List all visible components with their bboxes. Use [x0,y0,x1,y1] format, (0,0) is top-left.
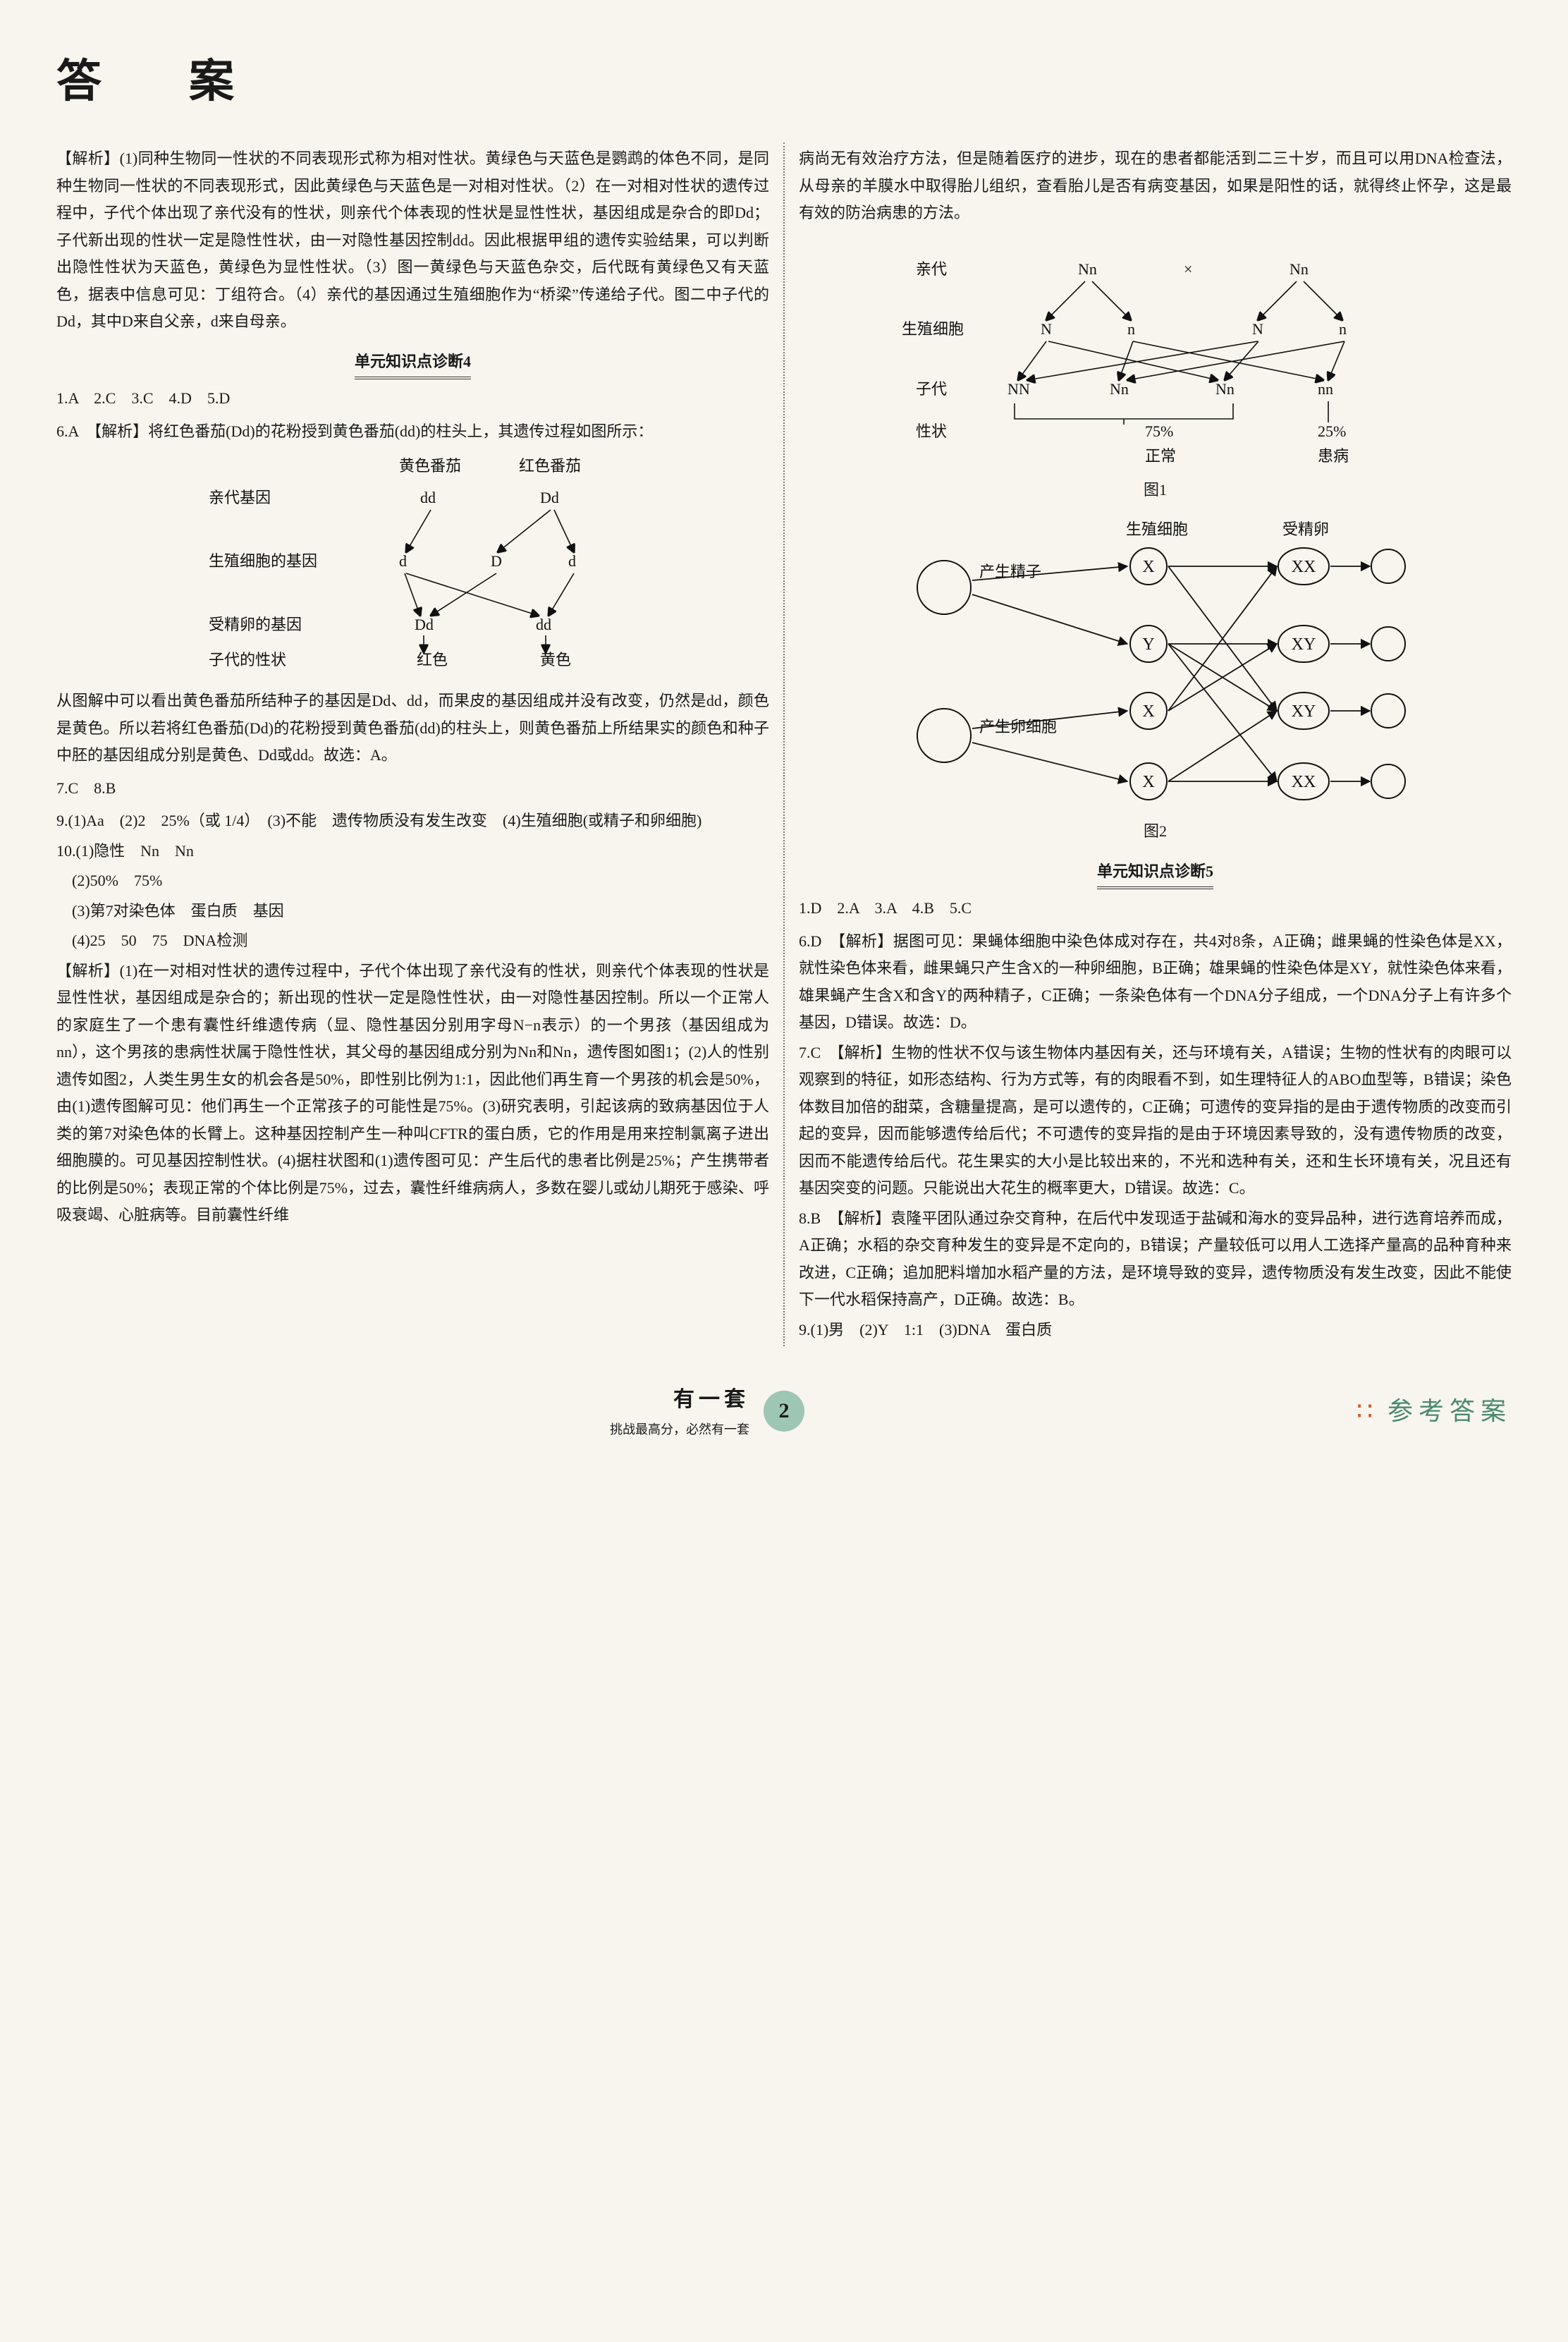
svg-text:N: N [1252,320,1263,338]
svg-text:d: d [568,552,576,570]
sec4-q10-3: (3)第7对染色体 蛋白质 基因 [56,898,769,925]
sec4-answers-row1: 1.A 2.C 3.C 4.D 5.D [56,385,769,413]
svg-text:XY: XY [1291,702,1316,721]
footer-dots-icon: ∷ [1356,1397,1370,1425]
svg-text:XX: XX [1291,773,1316,791]
svg-text:亲代基因: 亲代基因 [209,489,271,506]
svg-text:红色: 红色 [417,651,448,669]
svg-text:生殖细胞: 生殖细胞 [902,320,964,338]
figure-1: 亲代 Nn × Nn 生殖细胞 N n N n 子代 NN Nn Nn nn 性… [866,236,1445,468]
svg-text:患病: 患病 [1318,447,1349,465]
svg-text:受精卵: 受精卵 [1282,520,1329,538]
svg-text:Y: Y [1142,635,1154,654]
svg-text:X: X [1142,558,1154,576]
svg-text:受精卵的基因: 受精卵的基因 [209,616,302,633]
svg-text:Nn: Nn [1290,260,1309,278]
svg-text:25%: 25% [1318,422,1346,440]
footer-left: 有一套 挑战最高分，必然有一套 [56,1382,749,1441]
section4-title: 单元知识点诊断4 [56,348,769,380]
sec5-row1: 1.D 2.A 3.A 4.B 5.C [799,895,1512,922]
svg-text:nn: nn [1318,380,1333,398]
svg-text:n: n [1339,320,1347,338]
section5-title: 单元知识点诊断5 [799,858,1512,890]
svg-text:正常: 正常 [1145,447,1176,465]
svg-text:dd: dd [420,489,436,506]
figure-1-caption: 图1 [799,477,1512,504]
left-column: 【解析】(1)同种生物同一性状的不同表现形式称为相对性状。黄绿色与天蓝色是鹦鹉的… [56,142,769,1346]
svg-text:XY: XY [1291,635,1316,654]
svg-text:性状: 性状 [916,422,947,440]
q6-diagram: 黄色番茄 红色番茄 亲代基因 dd Dd 生殖细胞的基因 d D d 受精卵的基… [188,453,639,679]
svg-text:生殖细胞: 生殖细胞 [1126,520,1188,538]
svg-text:黄色番茄: 黄色番茄 [399,457,461,475]
svg-text:N: N [1041,320,1052,338]
figure-2: 生殖细胞 受精卵 产生精子 产生卵细胞 X Y X X XX XY XY XX [866,513,1445,810]
svg-text:NN: NN [1007,380,1030,398]
left-analysis-1: 【解析】(1)同种生物同一性状的不同表现形式称为相对性状。黄绿色与天蓝色是鹦鹉的… [56,145,769,336]
sec4-q10-1: 10.(1)隐性 Nn Nn [56,838,769,865]
column-divider [783,142,785,1346]
svg-text:Nn: Nn [1078,260,1097,278]
svg-text:Nn: Nn [1110,380,1129,398]
svg-text:黄色: 黄色 [540,651,571,669]
svg-text:75%: 75% [1145,422,1173,440]
sec4-q9: 9.(1)Aa (2)2 25%（或 1/4） (3)不能 遗传物质没有发生改变… [56,807,769,835]
svg-text:d: d [399,552,407,570]
sec4-q10-2: (2)50% 75% [56,867,769,895]
sec4-row78: 7.C 8.B [56,775,769,803]
sec4-q6-tail: 从图解中可以看出黄色番茄所结种子的基因是Dd、dd，而果皮的基因组成并没有改变，… [56,688,769,769]
page-footer: 有一套 挑战最高分，必然有一套 2 ∷ 参考答案 [56,1382,1512,1441]
svg-text:Dd: Dd [540,489,559,506]
svg-text:X: X [1142,773,1154,791]
svg-text:n: n [1127,320,1135,338]
svg-text:产生精子: 产生精子 [979,563,1041,580]
svg-text:Dd: Dd [415,616,434,633]
svg-text:红色番茄: 红色番茄 [519,457,581,475]
sec4-q10-analysis: 【解析】(1)在一对相对性状的遗传过程中，子代个体出现了亲代没有的性状，则亲代个… [56,958,769,1229]
right-column: 病尚无有效治疗方法，但是随着医疗的进步，现在的患者都能活到二三十岁，而且可以用D… [799,142,1512,1346]
svg-text:子代的性状: 子代的性状 [209,651,286,669]
figure-2-caption: 图2 [799,818,1512,846]
svg-text:生殖细胞的基因: 生殖细胞的基因 [209,552,317,570]
page-header: 答 案 [56,42,1512,121]
sec5-q6: 6.D 【解析】据图可见：果蝇体细胞中染色体成对存在，共4对8条，A正确；雌果蝇… [799,928,1512,1037]
sec5-q9: 9.(1)男 (2)Y 1:1 (3)DNA 蛋白质 [799,1317,1512,1344]
svg-text:×: × [1184,260,1192,278]
sec5-q7: 7.C 【解析】生物的性状不仅与该生物体内基因有关，还与环境有关，A错误；生物的… [799,1039,1512,1202]
sec5-q8: 8.B 【解析】袁隆平团队通过杂交育种，在后代中发现适于盐碱和海水的变异品种，进… [799,1205,1512,1314]
page-number: 2 [764,1391,804,1432]
svg-text:D: D [491,552,502,570]
svg-text:XX: XX [1291,558,1316,576]
svg-text:亲代: 亲代 [916,260,947,278]
sec4-q10-4: (4)25 50 75 DNA检测 [56,927,769,955]
right-p1: 病尚无有效治疗方法，但是随着医疗的进步，现在的患者都能活到二三十岁，而且可以用D… [799,145,1512,227]
footer-right: ∷ 参考答案 [819,1389,1512,1434]
svg-text:子代: 子代 [916,380,947,398]
content-columns: 【解析】(1)同种生物同一性状的不同表现形式称为相对性状。黄绿色与天蓝色是鹦鹉的… [56,142,1512,1346]
svg-text:Nn: Nn [1215,380,1235,398]
svg-text:X: X [1142,702,1154,721]
sec4-q6-head: 6.A 【解析】将红色番茄(Dd)的花粉授到黄色番茄(dd)的柱头上，其遗传过程… [56,418,769,446]
svg-text:dd: dd [536,616,551,633]
